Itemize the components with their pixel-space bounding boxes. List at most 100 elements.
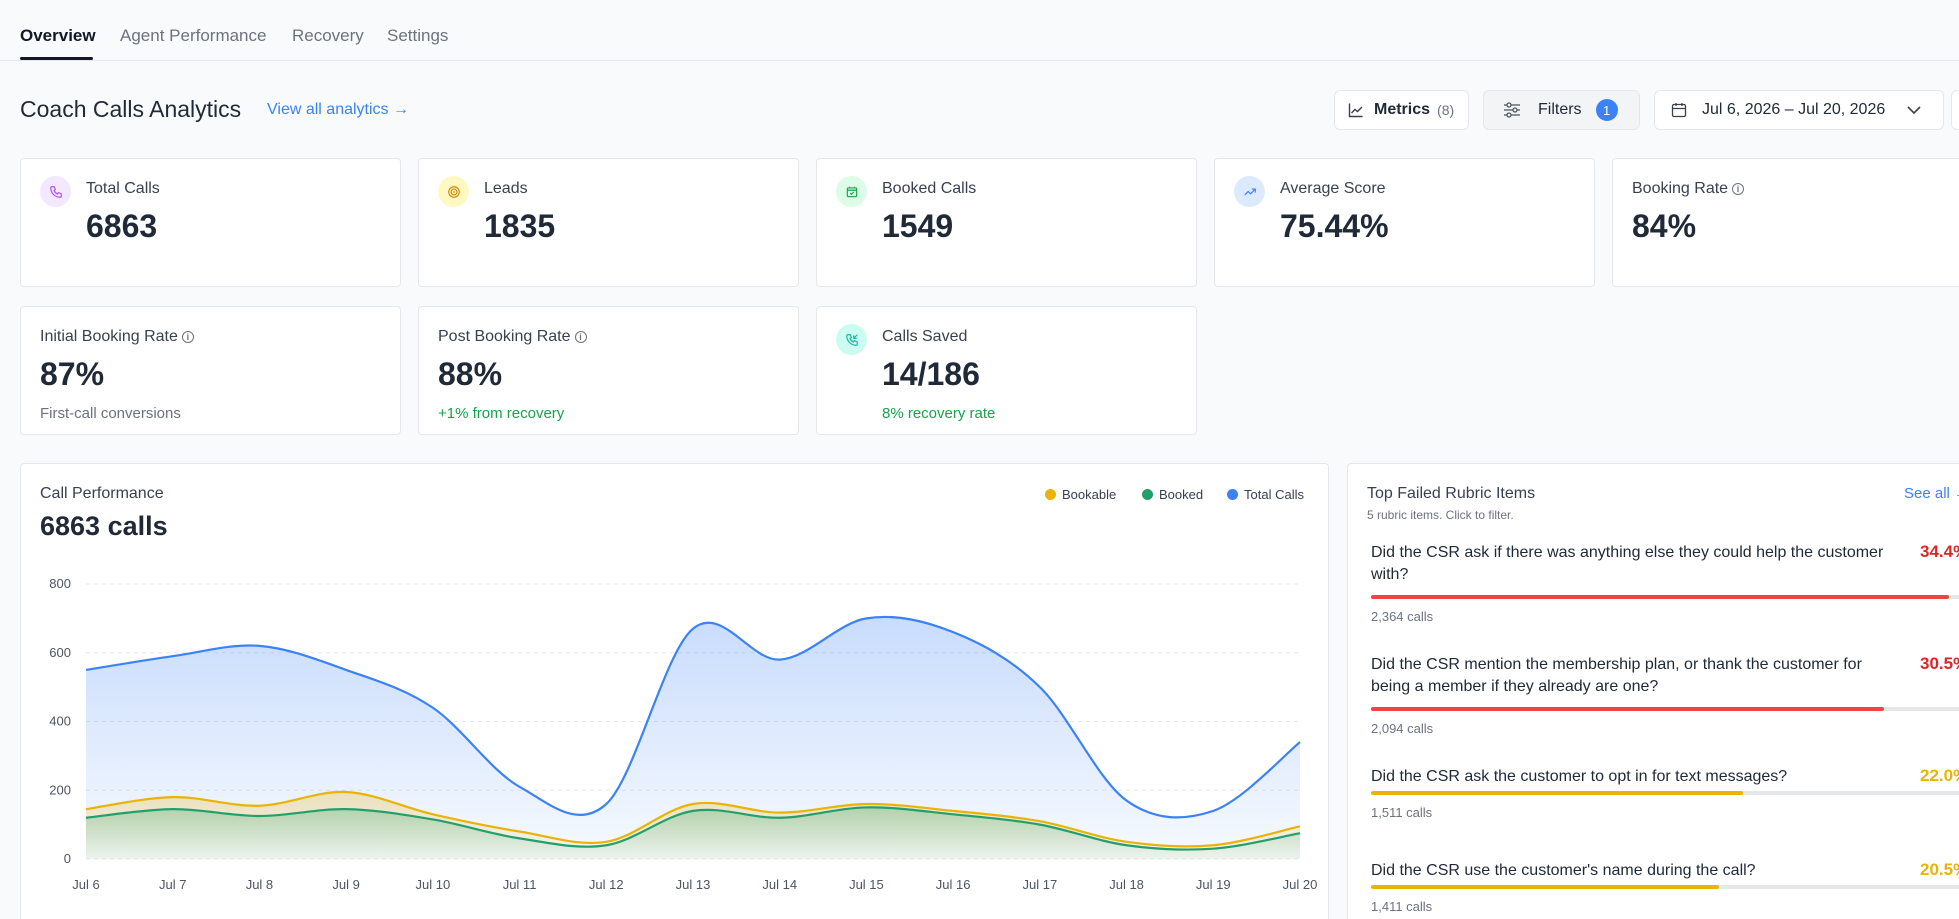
card-label: Average Score — [1280, 180, 1386, 197]
x-tick-label: Jul 19 — [1196, 877, 1231, 892]
x-tick-label: Jul 11 — [503, 877, 537, 892]
legend-label: Bookable — [1062, 487, 1117, 502]
rubric-percent: 22.0% — [1920, 766, 1959, 785]
card-value: 1549 — [882, 208, 954, 244]
phone-incoming-icon — [836, 324, 867, 355]
page-title: Coach Calls Analytics — [20, 96, 242, 122]
rubric-bar-fill — [1371, 885, 1720, 889]
stat-card-booking-rate: Booking Rate i 84% — [1612, 158, 1959, 287]
call-performance-chart: 0 200 400 600 800 Jul 6 Jul 7 Jul 8 Jul 9 Jul 10 J… — [49, 576, 1317, 892]
rubric-bar-fill — [1371, 707, 1885, 711]
stat-card-average-score: Average Score 75.44% — [1214, 158, 1595, 287]
tab-agent-performance[interactable]: Agent Performance — [120, 26, 267, 45]
rubric-percent: 20.5% — [1920, 860, 1959, 879]
card-value: 1835 — [484, 208, 556, 244]
stat-card-initial-booking-rate: Initial Booking Rate i 87% First-call con… — [20, 306, 401, 435]
card-subtext: 8% recovery rate — [882, 405, 996, 422]
rubric-percent: 30.5% — [1920, 654, 1959, 673]
call-performance-card: Call Performance 6863 calls Bookable Boo… — [20, 463, 1329, 919]
more-options-button[interactable] — [1951, 90, 1959, 130]
see-all-link[interactable]: See all → — [1904, 485, 1959, 502]
legend-item-booked[interactable]: Booked — [1142, 487, 1203, 502]
rubric-question: Did the CSR mention the membership plan,… — [1371, 656, 1862, 695]
y-tick-label: 400 — [49, 714, 71, 729]
y-tick-label: 800 — [49, 576, 71, 591]
rubric-question: Did the CSR use the customer's name duri… — [1371, 862, 1756, 879]
filters-button[interactable]: Filters 1 — [1483, 90, 1640, 130]
card-subtext: First-call conversions — [40, 405, 181, 422]
x-tick-label: Jul 8 — [246, 877, 273, 892]
trending-up-icon — [1234, 176, 1265, 207]
x-tick-label: Jul 12 — [589, 877, 624, 892]
rubric-calls: 1,511 calls — [1371, 805, 1433, 820]
line-bookable — [85, 790, 1301, 848]
rubric-item[interactable]: Did the CSR mention the membership plan,… — [1371, 654, 1959, 736]
panel-title: Top Failed Rubric Items — [1367, 485, 1536, 502]
date-range-value: Jul 6, 2026 – Jul 20, 2026 — [1702, 101, 1886, 118]
x-tick-label: Jul 17 — [1023, 877, 1058, 892]
rubric-item[interactable]: Did the CSR use the customer's name duri… — [1371, 860, 1959, 914]
x-tick-label: Jul 10 — [416, 877, 451, 892]
chevron-down-icon — [1907, 105, 1921, 115]
card-label: Total Calls — [86, 180, 160, 197]
card-subtext: +1% from recovery — [438, 405, 565, 422]
target-icon — [438, 176, 469, 207]
rubric-calls: 2,364 calls — [1371, 609, 1434, 624]
rubric-item[interactable]: Did the CSR ask if there was anything el… — [1371, 542, 1959, 624]
stat-card-total-calls: Total Calls 6863 — [20, 158, 401, 287]
line-total-calls — [85, 615, 1301, 819]
metrics-count: (8) — [1437, 102, 1455, 118]
legend-dot — [1142, 489, 1153, 500]
stat-card-calls-saved: Calls Saved 14/186 8% recovery rate — [816, 306, 1197, 435]
rubric-bar-fill — [1371, 791, 1743, 795]
tab-overview[interactable]: Overview — [20, 26, 96, 45]
card-label: Leads — [484, 180, 528, 197]
area-total-calls — [86, 616, 1300, 859]
card-value: 6863 — [86, 208, 158, 244]
date-range-picker[interactable]: Jul 6, 2026 – Jul 20, 2026 — [1654, 90, 1944, 130]
rubric-question: Did the CSR ask if there was anything el… — [1371, 544, 1884, 583]
area-booked — [86, 807, 1300, 859]
card-value: 84% — [1632, 208, 1697, 244]
x-tick-label: Jul 13 — [676, 877, 711, 892]
y-tick-label: 0 — [64, 851, 71, 866]
chart-title: Call Performance — [40, 485, 164, 502]
x-tick-label: Jul 6 — [72, 877, 99, 892]
x-tick-label: Jul 14 — [762, 877, 797, 892]
line-booked — [85, 806, 1301, 851]
top-failed-rubric-panel: Top Failed Rubric Items 5 rubric items. … — [1347, 463, 1959, 919]
top-tab-bar: Overview Agent Performance Recovery Sett… — [0, 0, 1959, 61]
tab-settings[interactable]: Settings — [387, 26, 449, 45]
stat-card-booked-calls: Booked Calls 1549 — [816, 158, 1197, 287]
stat-card-post-booking-rate: Post Booking Rate i 88% +1% from recovery — [418, 306, 799, 435]
calendar-check-icon — [836, 176, 867, 207]
rubric-question: Did the CSR ask the customer to opt in f… — [1371, 768, 1788, 785]
x-tick-label: Jul 9 — [332, 877, 359, 892]
card-value: 75.44% — [1280, 208, 1389, 244]
metrics-label: Metrics — [1374, 101, 1431, 118]
rubric-percent: 34.4% — [1920, 542, 1959, 561]
metrics-button[interactable]: Metrics (8) — [1334, 90, 1469, 130]
info-icon[interactable]: i — [1732, 183, 1745, 195]
chart-total: 6863 calls — [40, 511, 168, 541]
panel-subtitle: 5 rubric items. Click to filter. — [1367, 508, 1514, 522]
card-label: Calls Saved — [882, 328, 968, 345]
tab-recovery[interactable]: Recovery — [292, 26, 364, 45]
view-all-analytics-link[interactable]: View all analytics → — [267, 101, 409, 118]
card-label: Booked Calls — [882, 180, 977, 197]
x-tick-label: Jul 15 — [849, 877, 884, 892]
rubric-calls: 2,094 calls — [1371, 721, 1434, 736]
sliders-icon — [1503, 102, 1521, 118]
line-chart-icon — [1348, 102, 1364, 118]
filters-count-badge: 1 — [1595, 99, 1618, 121]
rubric-item[interactable]: Did the CSR ask the customer to opt in f… — [1371, 766, 1959, 820]
legend-item-bookable[interactable]: Bookable — [1045, 487, 1116, 502]
y-tick-label: 600 — [49, 645, 71, 660]
x-tick-label: Jul 16 — [936, 877, 971, 892]
legend-item-total-calls[interactable]: Total Calls — [1227, 487, 1304, 502]
card-label: Post Booking Rate i — [438, 328, 587, 346]
info-icon[interactable]: i — [181, 331, 194, 343]
phone-icon — [40, 176, 71, 207]
card-label: Booking Rate i — [1632, 180, 1745, 198]
info-icon[interactable]: i — [574, 331, 587, 343]
